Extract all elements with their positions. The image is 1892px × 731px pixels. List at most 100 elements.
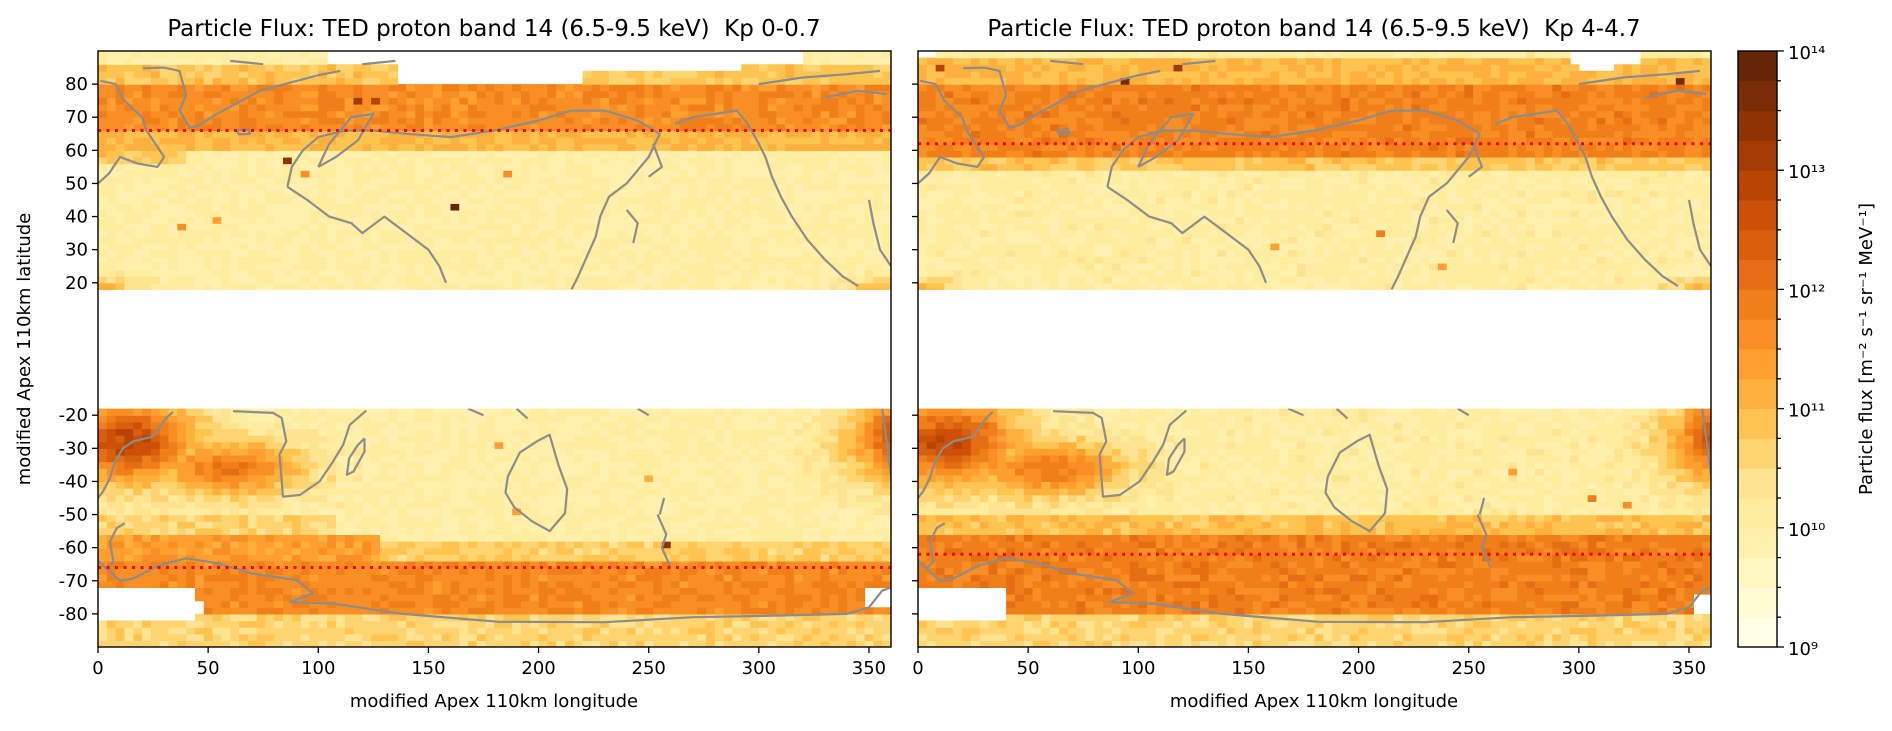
heatmap-cell [238,176,249,185]
heatmap-cell [406,613,416,622]
heatmap-cell [864,527,874,536]
heatmap-cell [582,223,593,231]
heatmap-cell [767,613,778,622]
heatmap-cell [494,461,504,469]
heatmap-cell [247,196,258,204]
heatmap-cell [424,600,434,608]
heatmap-cell [609,243,619,251]
heatmap-cell [142,501,152,509]
heatmap-cell [591,256,601,264]
heatmap-cell [362,276,372,284]
heatmap-cell [362,415,372,423]
heatmap-cell [159,156,170,165]
heatmap-cell [177,262,187,271]
heatmap-cell [750,441,760,449]
heatmap-cell [432,554,443,562]
heatmap-cell [415,501,425,509]
heatmap-cell [397,488,407,496]
heatmap-cell [714,223,725,231]
heatmap-cell [388,243,399,251]
heatmap-cell [758,249,769,257]
heatmap-cell [776,468,786,476]
heatmap-cell [291,209,302,218]
heatmap-cell [221,448,231,456]
heatmap-cell [750,415,760,423]
heatmap-cell [291,627,302,635]
heatmap-cell [855,190,866,198]
heatmap-cell [133,527,143,536]
heatmap-cell [353,435,363,443]
heatmap-cell [644,594,654,602]
heatmap-cell [424,494,434,502]
heatmap-cell [318,415,328,423]
heatmap-cell [838,600,848,608]
heatmap-cell [829,494,839,502]
heatmap-cell [159,448,170,456]
heatmap-cell [150,415,161,423]
heatmap-cell [159,580,170,588]
heatmap-cell [670,276,681,284]
heatmap-cell [785,547,795,555]
heatmap-cell [441,501,452,509]
heatmap-cell [503,196,513,204]
heatmap-cell [520,256,531,264]
heatmap-cell [476,216,487,224]
heatmap-cell [714,527,725,536]
heatmap-cell [283,527,293,536]
heatmap-cell [327,560,337,569]
heatmap-cell [371,554,381,562]
heatmap-cell [785,176,795,185]
heatmap-cell [829,236,839,244]
heatmap-cell [98,428,108,436]
heatmap-cell [494,613,504,622]
heatmap-cell [115,415,126,423]
heatmap-cell [741,468,751,476]
heatmap-cell [556,415,566,423]
heatmap-cell [415,236,425,244]
heatmap-cell [617,428,628,436]
heatmap-cell [432,209,443,218]
heatmap-cell [785,156,795,165]
heatmap-cell [732,521,742,529]
heatmap-cell [776,262,786,271]
heatmap-cell [327,190,337,198]
heatmap-cell [485,521,496,529]
heatmap-cell [194,256,205,264]
heatmap-cell [573,541,584,549]
heatmap-cell [238,269,249,277]
heatmap-cell [106,580,117,588]
heatmap-cell [741,454,751,463]
heatmap-cell [512,461,522,469]
heatmap-cell [177,441,187,449]
heatmap-cell [194,415,205,423]
heatmap-cell [758,580,769,588]
heatmap-cell [864,441,874,449]
heatmap-cell [327,236,337,244]
heatmap-cell [124,223,134,231]
heatmap-cell [802,454,813,463]
heatmap-cell [133,554,143,562]
heatmap-cell [661,501,672,509]
heatmap-cell [274,408,284,416]
heatmap-cell [397,269,407,277]
heatmap-cell [547,560,557,569]
heatmap-cell [670,236,681,244]
heatmap-cell [679,620,689,628]
heatmap-cell [468,249,478,257]
heatmap-cell [785,501,795,509]
heatmap-cell [520,196,531,204]
heatmap-cell [582,170,593,178]
heatmap-cell [591,441,601,449]
heatmap-cell [485,494,496,502]
heatmap-cell [573,441,584,449]
heatmap-cell [794,216,804,224]
heatmap-cell [802,176,813,185]
heatmap-cell [424,236,434,244]
heatmap-cell [697,488,707,496]
heatmap-cell [300,170,311,178]
heatmap-cell [758,514,769,522]
heatmap-cell [221,441,231,449]
heatmap-cell [150,196,161,204]
heatmap-cell [459,547,469,555]
heatmap-cell [820,481,830,489]
